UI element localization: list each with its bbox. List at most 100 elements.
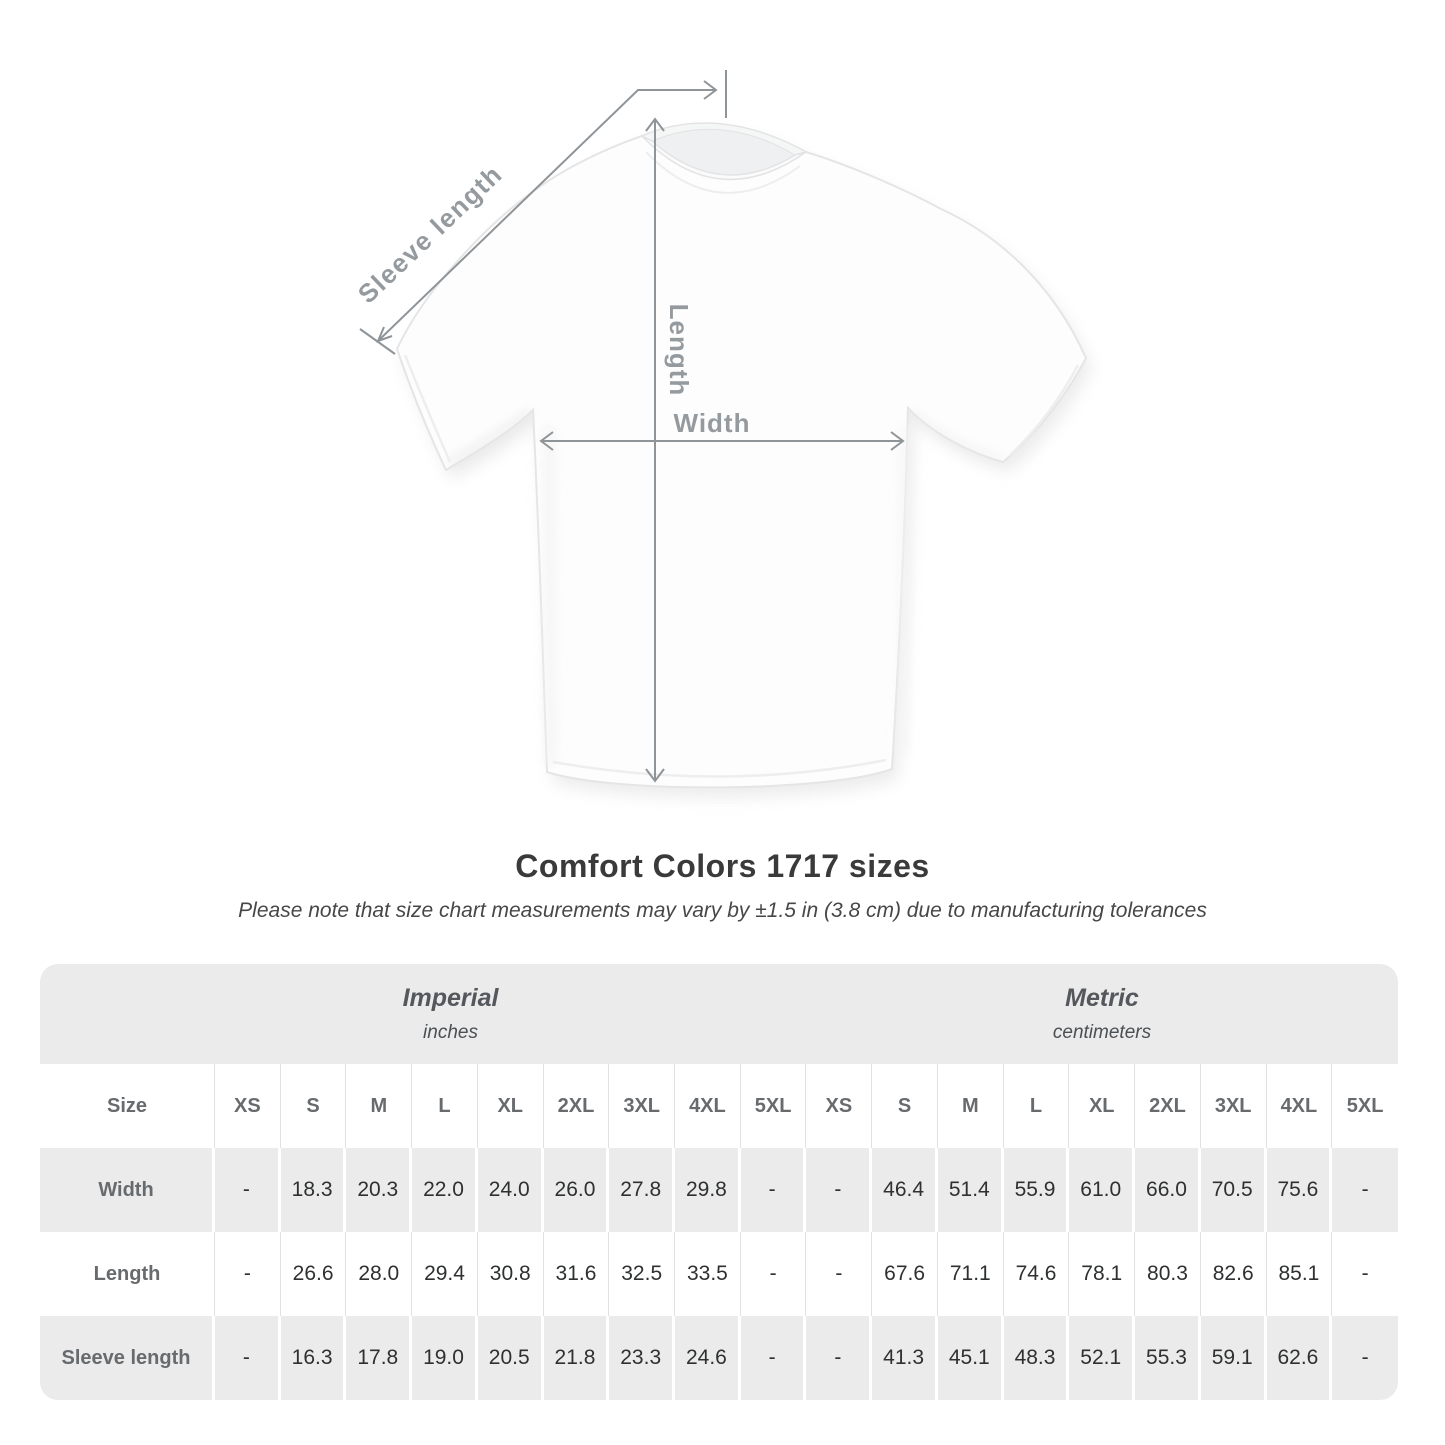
size-col-header-metric: S [872,1064,938,1148]
length-label: Length [664,304,694,397]
value-cell-imperial: 23.3 [609,1316,676,1400]
value-cell-metric: 61.0 [1069,1148,1136,1232]
collar-front-band [641,135,807,181]
value-cell-metric: 74.6 [1004,1232,1070,1316]
value-cell-imperial: 19.0 [412,1316,478,1400]
value-cell-imperial: 26.0 [544,1148,610,1232]
value-cell-metric: 59.1 [1201,1316,1267,1400]
size-col-header-imperial: XL [478,1064,544,1148]
value-cell-metric: - [1361,1346,1369,1369]
value-cell-imperial: 31.6 [544,1232,610,1316]
value-cell-metric: - [806,1148,873,1232]
size-col-header-imperial: 3XL [609,1064,676,1148]
size-col-header-metric: M [938,1064,1004,1148]
size-col-header-metric: 4XL [1267,1064,1333,1148]
value-cell-metric: 71.1 [938,1232,1004,1316]
metric-header: Metric centimeters [806,964,1398,1064]
value-cell-imperial: 29.8 [675,1148,741,1232]
value-cell-imperial: - [741,1232,807,1316]
value-cell-metric: 55.9 [1004,1148,1070,1232]
imperial-header: Imperial inches [40,964,806,1064]
value-cell-imperial: 20.5 [478,1316,544,1400]
value-cell-metric: 48.3 [1004,1316,1070,1400]
value-cell-metric: 75.6 [1267,1148,1333,1232]
size-col-header-imperial: 5XL [741,1064,807,1148]
value-cell-imperial: 30.8 [478,1232,544,1316]
size-header-row: Size XS S M L XL 2XL 3XL 4XL 5XL XS S M L XL 2XL 3XL 4XL 5… [40,1064,1398,1148]
size-col-header-imperial: XS [215,1064,281,1148]
value-cell-imperial: - [215,1316,281,1400]
sleeve-length-arrow [359,70,727,355]
metric-sublabel: centimeters [1052,1022,1152,1043]
length-arrow [645,117,665,783]
value-cell-metric: 70.5 [1201,1148,1267,1232]
imperial-label: Imperial [402,984,499,1012]
value-cell-metric: 45.1 [938,1316,1004,1400]
value-cell-metric: 82.6 [1201,1232,1267,1316]
size-col-header-metric: XS [806,1064,873,1148]
value-cell-imperial: 24.0 [478,1148,544,1232]
value-cell-metric: - [1361,1262,1369,1285]
value-cell-metric: 41.3 [872,1316,938,1400]
value-cell-imperial: - [215,1148,281,1232]
size-col-header-imperial: 4XL [675,1064,741,1148]
value-cell-imperial: 32.5 [609,1232,676,1316]
collar-opening [652,129,795,175]
size-col-header-metric: L [1004,1064,1070,1148]
size-col-header-imperial: 2XL [544,1064,610,1148]
tolerance-note: Please note that size chart measurements… [238,899,1207,922]
value-cell-imperial: 28.0 [346,1232,413,1316]
value-cell-metric: - [806,1232,873,1316]
value-cell-metric: 52.1 [1069,1316,1136,1400]
value-cell-imperial: - [741,1148,807,1232]
value-cell-metric: 78.1 [1069,1232,1136,1316]
width-arrow [539,431,905,451]
value-cell-imperial: 33.5 [675,1232,741,1316]
value-cell-imperial: 26.6 [281,1232,347,1316]
value-cell-metric: 85.1 [1267,1232,1333,1316]
row-label: Sleeve length [40,1316,215,1400]
value-cell-imperial: 21.8 [544,1316,610,1400]
table-row-width: Width -18.3 20.3 22.0 24.0 26.0 27.8 29.8- -46.4… [40,1148,1398,1232]
width-label: Width [674,408,751,438]
size-col-header-metric: 2XL [1135,1064,1201,1148]
value-cell-imperial: 27.8 [609,1148,676,1232]
value-cell-imperial: 24.6 [675,1316,741,1400]
tshirt-diagram: Sleeve length Length Width [352,70,1092,798]
value-cell-imperial: 22.0 [412,1148,478,1232]
row-label: Width [40,1148,215,1232]
value-cell-metric: 67.6 [872,1232,938,1316]
value-cell-metric: - [1361,1178,1369,1201]
size-table: Imperial inches Metric centimeters Size X… [40,964,1398,1400]
imperial-sublabel: inches [423,1022,478,1043]
value-cell-metric: 80.3 [1135,1232,1201,1316]
table-row-sleeve-length: Sleeve length -16.3 17.8 19.0 20.5 21.8 23.3 24… [40,1316,1398,1400]
size-header-cell: Size [40,1064,215,1148]
size-col-header-metric: XL [1069,1064,1136,1148]
value-cell-imperial: - [215,1232,281,1316]
value-cell-imperial: 18.3 [281,1148,347,1232]
value-cell-imperial: 17.8 [346,1316,413,1400]
size-col-header-metric: 3XL [1201,1064,1267,1148]
value-cell-imperial: 20.3 [346,1148,413,1232]
value-cell-metric: 66.0 [1135,1148,1201,1232]
value-cell-metric: - [806,1316,873,1400]
value-cell-imperial: 29.4 [412,1232,478,1316]
value-cell-metric: 51.4 [938,1148,1004,1232]
tshirt-graphic [395,122,1088,789]
metric-label: Metric [1065,984,1139,1012]
unit-header-band: Imperial inches Metric centimeters [40,964,1398,1064]
table-row-length: Length -26.6 28.0 29.4 30.8 31.6 32.5 33.5- -67.… [40,1232,1398,1316]
size-col-header-metric: 5XL [1346,1094,1384,1117]
value-cell-imperial: - [741,1316,807,1400]
page-title: Comfort Colors 1717 sizes [515,848,930,884]
value-cell-metric: 62.6 [1267,1316,1333,1400]
value-cell-metric: 46.4 [872,1148,938,1232]
row-label: Length [40,1232,215,1316]
value-cell-imperial: 16.3 [281,1316,347,1400]
size-col-header-imperial: M [346,1064,413,1148]
size-col-header-imperial: S [281,1064,347,1148]
value-cell-metric: 55.3 [1135,1316,1201,1400]
size-col-header-imperial: L [412,1064,478,1148]
